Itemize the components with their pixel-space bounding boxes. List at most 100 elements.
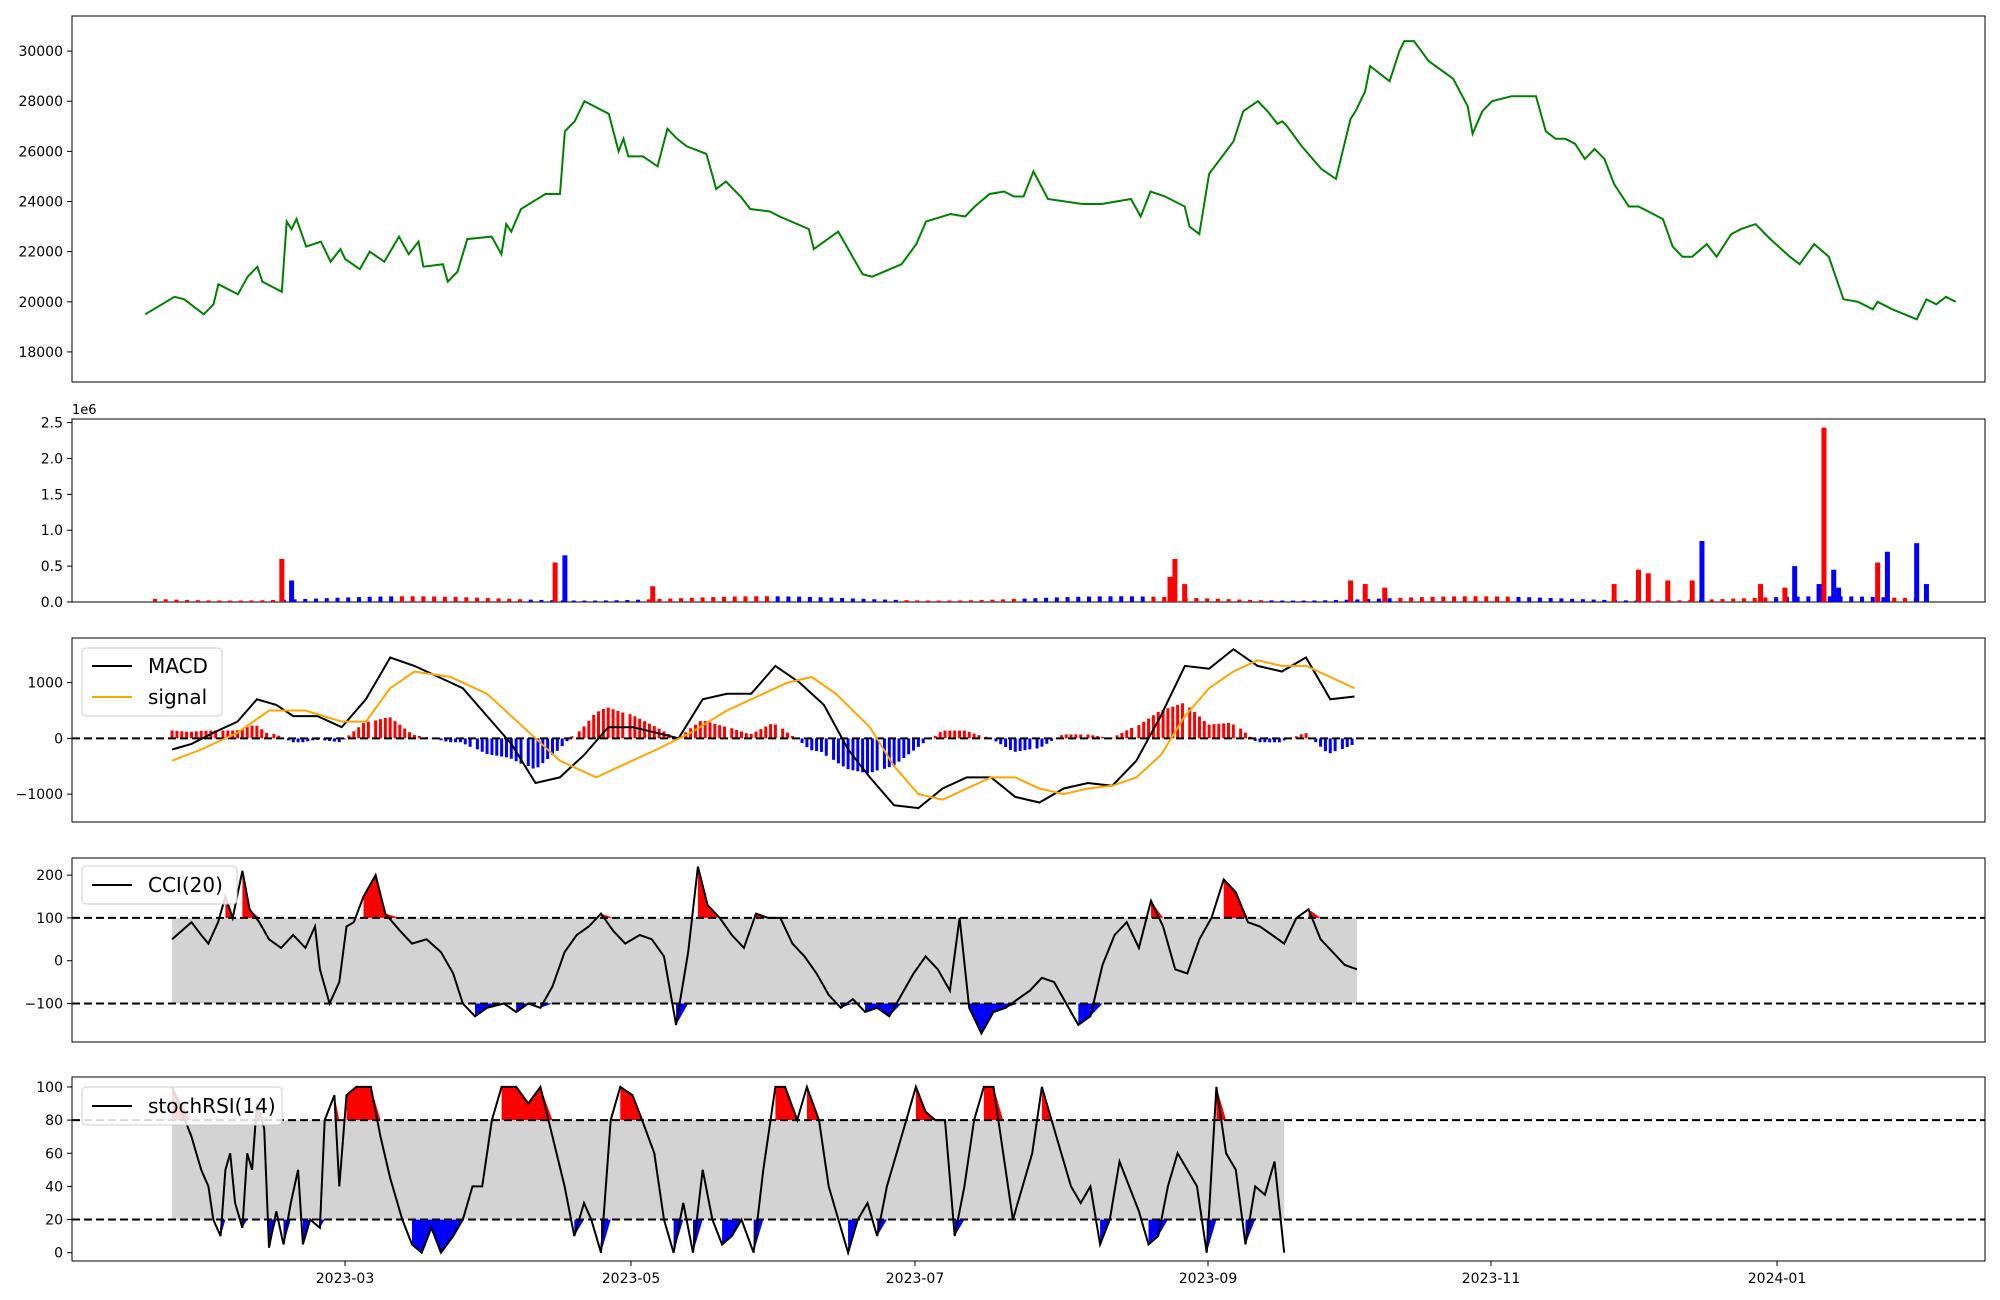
axes-frame	[71, 15, 1986, 383]
axes-frame	[71, 418, 1986, 603]
volume-bar	[238, 600, 243, 602]
volume-bar	[1382, 587, 1388, 602]
volume-bar	[1752, 597, 1757, 602]
macd-histogram-bar	[485, 738, 489, 755]
volume-bar	[346, 597, 351, 602]
y-tick-label: 24000	[18, 195, 63, 211]
volume-bar	[335, 597, 340, 602]
x-tick-label: 2023-05	[602, 1271, 661, 1287]
macd-histogram-bar	[693, 724, 697, 739]
macd-histogram-bar	[865, 738, 869, 774]
macd-histogram-bar	[260, 729, 264, 739]
cci-overbought-fill	[363, 875, 400, 918]
volume-bar	[1699, 541, 1705, 602]
volume-bar	[1065, 597, 1070, 602]
macd-histogram-bar	[1239, 728, 1243, 739]
volume-bar	[947, 600, 952, 602]
cci-oversold-fill	[969, 1003, 1018, 1034]
volume-bar	[958, 600, 963, 602]
macd-histogram-bar	[240, 728, 244, 739]
macd-histogram-bar	[1304, 733, 1308, 739]
volume-bar	[625, 600, 630, 602]
volume-bar	[883, 599, 888, 602]
stochrsi-overbought-fill	[983, 1086, 1004, 1121]
macd-histogram-bar	[597, 711, 601, 739]
macd-histogram-bar	[1013, 738, 1017, 752]
volume-bar	[657, 598, 662, 602]
volume-bar	[1182, 584, 1188, 602]
cci-overbought-fill	[697, 866, 720, 918]
volume-bar	[550, 600, 555, 602]
volume-bar	[1537, 597, 1542, 602]
volume-bar	[1484, 596, 1489, 602]
volume-bar	[593, 600, 598, 602]
volume-bar	[1362, 584, 1368, 602]
macd-histogram-bar	[1018, 738, 1022, 751]
volume-bar	[1344, 599, 1349, 602]
axes-frame	[71, 637, 1986, 823]
macd-histogram-bar	[921, 738, 925, 744]
volume-bar	[1215, 598, 1220, 602]
volume-bar	[1366, 599, 1371, 602]
macd-histogram-bar	[403, 728, 407, 739]
volume-bar	[764, 596, 769, 602]
macd-histogram-bar	[1064, 734, 1068, 739]
volume-bar	[152, 598, 157, 602]
y-tick-label: 0	[54, 954, 63, 970]
volume-bar	[1140, 596, 1145, 602]
volume-bar	[689, 597, 694, 602]
volume-bar	[217, 600, 222, 602]
macd-histogram-bar	[245, 727, 249, 739]
macd-histogram-bar	[718, 725, 722, 739]
macd-histogram-bar	[887, 738, 891, 768]
macd-histogram-bar	[892, 738, 896, 766]
volume-bar	[228, 600, 233, 602]
macd-histogram-bar	[1059, 735, 1063, 739]
stochrsi-overbought-fill	[915, 1086, 936, 1121]
macd-histogram-bar	[769, 724, 773, 739]
volume-bar	[1087, 596, 1092, 602]
macd-histogram-bar	[1207, 724, 1211, 739]
stochrsi-overbought-fill	[501, 1086, 553, 1121]
macd-histogram-bar	[1137, 725, 1141, 739]
macd-histogram-bar	[1299, 734, 1303, 739]
macd-histogram-bar	[1125, 730, 1129, 739]
macd-histogram-bar	[870, 738, 874, 773]
volume-bar	[1720, 599, 1725, 602]
macd-histogram-bar	[1074, 734, 1078, 739]
macd-histogram-bar	[948, 730, 952, 739]
macd-histogram-bar	[1050, 738, 1054, 741]
volume-bar	[1348, 580, 1354, 602]
macd-histogram-bar	[366, 721, 370, 739]
macd-histogram-bar	[1340, 738, 1344, 750]
y-tick-label: 26000	[18, 144, 63, 160]
macd-histogram-bar	[943, 730, 947, 739]
panel-4: −100 0 100 200 CCI(20)	[25, 857, 1986, 1043]
axes-frame	[71, 857, 1986, 1043]
stochrsi-legend: stochRSI(14)	[81, 1086, 283, 1126]
volume-bar	[1763, 597, 1768, 602]
volume-bar	[721, 596, 726, 602]
y-tick-label: 200	[36, 868, 63, 884]
volume-bar	[1795, 596, 1800, 602]
x-tick-label: 2023-07	[886, 1271, 945, 1287]
macd-histogram-bar	[475, 738, 479, 750]
volume-bar	[1076, 596, 1081, 602]
y-tick-label: 30000	[18, 44, 63, 60]
macd-histogram-bar	[841, 738, 845, 767]
macd-histogram-bar	[805, 738, 809, 748]
macd-histogram-bar	[708, 722, 712, 739]
volume-bar	[968, 600, 973, 602]
volume-bar	[1430, 596, 1435, 602]
volume-bar	[562, 555, 568, 602]
volume-bar	[174, 599, 179, 602]
macd-histogram-bar	[759, 729, 763, 739]
macd-histogram-bar	[449, 738, 453, 743]
volume-bar	[754, 596, 759, 602]
macd-histogram-bar	[265, 732, 269, 739]
macd-histogram-bar	[393, 721, 397, 739]
macd-histogram-bar	[1079, 734, 1083, 739]
macd-histogram-bar	[773, 724, 777, 739]
volume-bar	[1591, 599, 1596, 602]
